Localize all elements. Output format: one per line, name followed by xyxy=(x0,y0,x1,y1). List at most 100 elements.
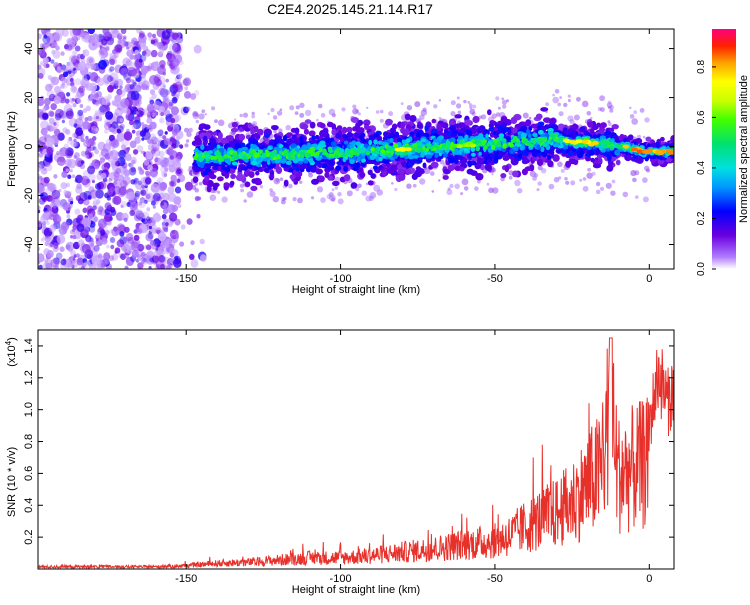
heatmap-cell xyxy=(172,58,180,67)
heatmap-cell xyxy=(146,255,151,261)
heatmap-cell xyxy=(104,128,109,134)
heatmap-cell xyxy=(486,182,490,186)
heatmap-cell xyxy=(163,218,168,223)
heatmap-cell xyxy=(541,168,547,174)
heatmap-cell xyxy=(167,192,177,202)
heatmap-cell xyxy=(605,182,612,189)
heatmap-cell xyxy=(152,213,161,223)
heatmap-cell xyxy=(204,113,207,116)
heatmap-cell xyxy=(106,244,110,249)
heatmap-cell xyxy=(98,206,104,212)
heatmap-cell xyxy=(91,121,98,129)
heatmap-cell xyxy=(45,83,53,92)
heatmap-cell xyxy=(51,264,59,269)
heatmap-cell xyxy=(430,171,435,176)
heatmap-cell xyxy=(91,256,101,266)
heatmap-cell xyxy=(278,128,283,133)
heatmap-cell xyxy=(151,243,158,250)
heatmap-cell xyxy=(517,188,523,194)
heatmap-cell xyxy=(97,141,106,151)
heatmap-cell xyxy=(567,99,571,102)
heatmap-cell xyxy=(442,175,449,180)
heatmap-cell xyxy=(91,127,97,133)
heatmap-cell xyxy=(170,123,174,128)
heatmap-cell xyxy=(244,181,251,188)
heatmap-cell xyxy=(95,183,102,190)
heatmap-cell xyxy=(171,97,178,104)
heatmap-cell xyxy=(114,250,118,254)
heatmap-cell xyxy=(337,192,342,197)
heatmap-cell xyxy=(111,227,120,237)
heatmap-cell xyxy=(436,123,442,132)
heatmap-cell xyxy=(414,101,421,108)
heatmap-cell xyxy=(528,125,533,131)
heatmap-cell xyxy=(230,127,239,133)
heatmap-cell xyxy=(159,88,169,98)
heatmap-cell xyxy=(48,117,55,125)
heatmap-cell xyxy=(67,158,77,169)
heatmap-cell xyxy=(459,127,466,134)
heatmap-cell xyxy=(400,121,406,129)
heatmap-cell xyxy=(576,96,581,102)
heatmap-cell xyxy=(517,153,523,159)
heatmap-cell xyxy=(233,118,237,121)
heatmap-cell xyxy=(108,255,115,262)
heatmap-cell xyxy=(235,143,241,149)
heatmap-cell xyxy=(438,179,441,182)
heatmap-cell xyxy=(343,174,351,182)
heatmap-cell xyxy=(331,188,335,192)
heatmap-cell xyxy=(379,109,384,114)
heatmap-cell xyxy=(552,127,557,133)
heatmap-cell xyxy=(84,117,89,122)
heatmap-cell xyxy=(169,155,174,160)
heatmap-cell xyxy=(50,258,60,268)
heatmap-cell xyxy=(186,131,192,137)
heatmap-cell xyxy=(102,29,110,35)
heatmap-cell xyxy=(71,55,80,65)
heatmap-cell xyxy=(120,67,129,77)
heatmap-cell xyxy=(179,241,185,247)
heatmap-cell xyxy=(46,164,53,172)
heatmap-cell xyxy=(119,118,124,123)
heatmap-cell xyxy=(70,85,78,94)
heatmap-cell xyxy=(229,180,235,186)
heatmap-cell xyxy=(53,243,59,250)
heatmap-cell xyxy=(73,230,82,240)
heatmap-cell xyxy=(649,143,657,148)
heatmap-cell xyxy=(525,119,532,127)
heatmap-cell xyxy=(146,216,151,222)
heatmap-cell xyxy=(63,78,68,83)
heatmap-cell xyxy=(56,234,66,244)
heatmap-cell xyxy=(525,129,531,135)
heatmap-cell xyxy=(99,104,107,113)
heatmap-cell xyxy=(43,97,51,106)
heatmap-cell xyxy=(595,189,601,195)
heatmap-cell xyxy=(166,204,176,214)
heatmap-cell xyxy=(46,89,55,99)
heatmap-cell xyxy=(289,105,295,111)
heatmap-cell xyxy=(99,97,107,106)
heatmap-cell xyxy=(65,241,75,252)
heatmap-cell xyxy=(354,132,361,139)
heatmap-cell xyxy=(586,111,592,116)
heatmap-cell xyxy=(120,29,127,35)
heatmap-cell xyxy=(80,265,86,269)
heatmap-cell xyxy=(217,119,225,127)
heatmap-cell xyxy=(158,150,165,158)
heatmap-cell xyxy=(320,113,326,118)
heatmap-cell xyxy=(230,173,237,179)
heatmap-cell xyxy=(606,164,614,172)
heatmap-cell xyxy=(548,183,555,190)
heatmap-cell xyxy=(101,43,110,53)
heatmap-cell xyxy=(128,49,133,54)
heatmap-cell xyxy=(177,73,183,80)
heatmap-cell xyxy=(310,166,317,173)
heatmap-cell xyxy=(589,117,593,120)
heatmap-cell xyxy=(106,102,111,106)
heatmap-cell xyxy=(587,121,594,128)
heatmap-cell xyxy=(609,108,614,113)
heatmap-cell xyxy=(92,198,100,206)
heatmap-cell xyxy=(88,71,92,76)
heatmap-cell xyxy=(75,157,84,168)
heatmap-cell xyxy=(644,117,650,123)
